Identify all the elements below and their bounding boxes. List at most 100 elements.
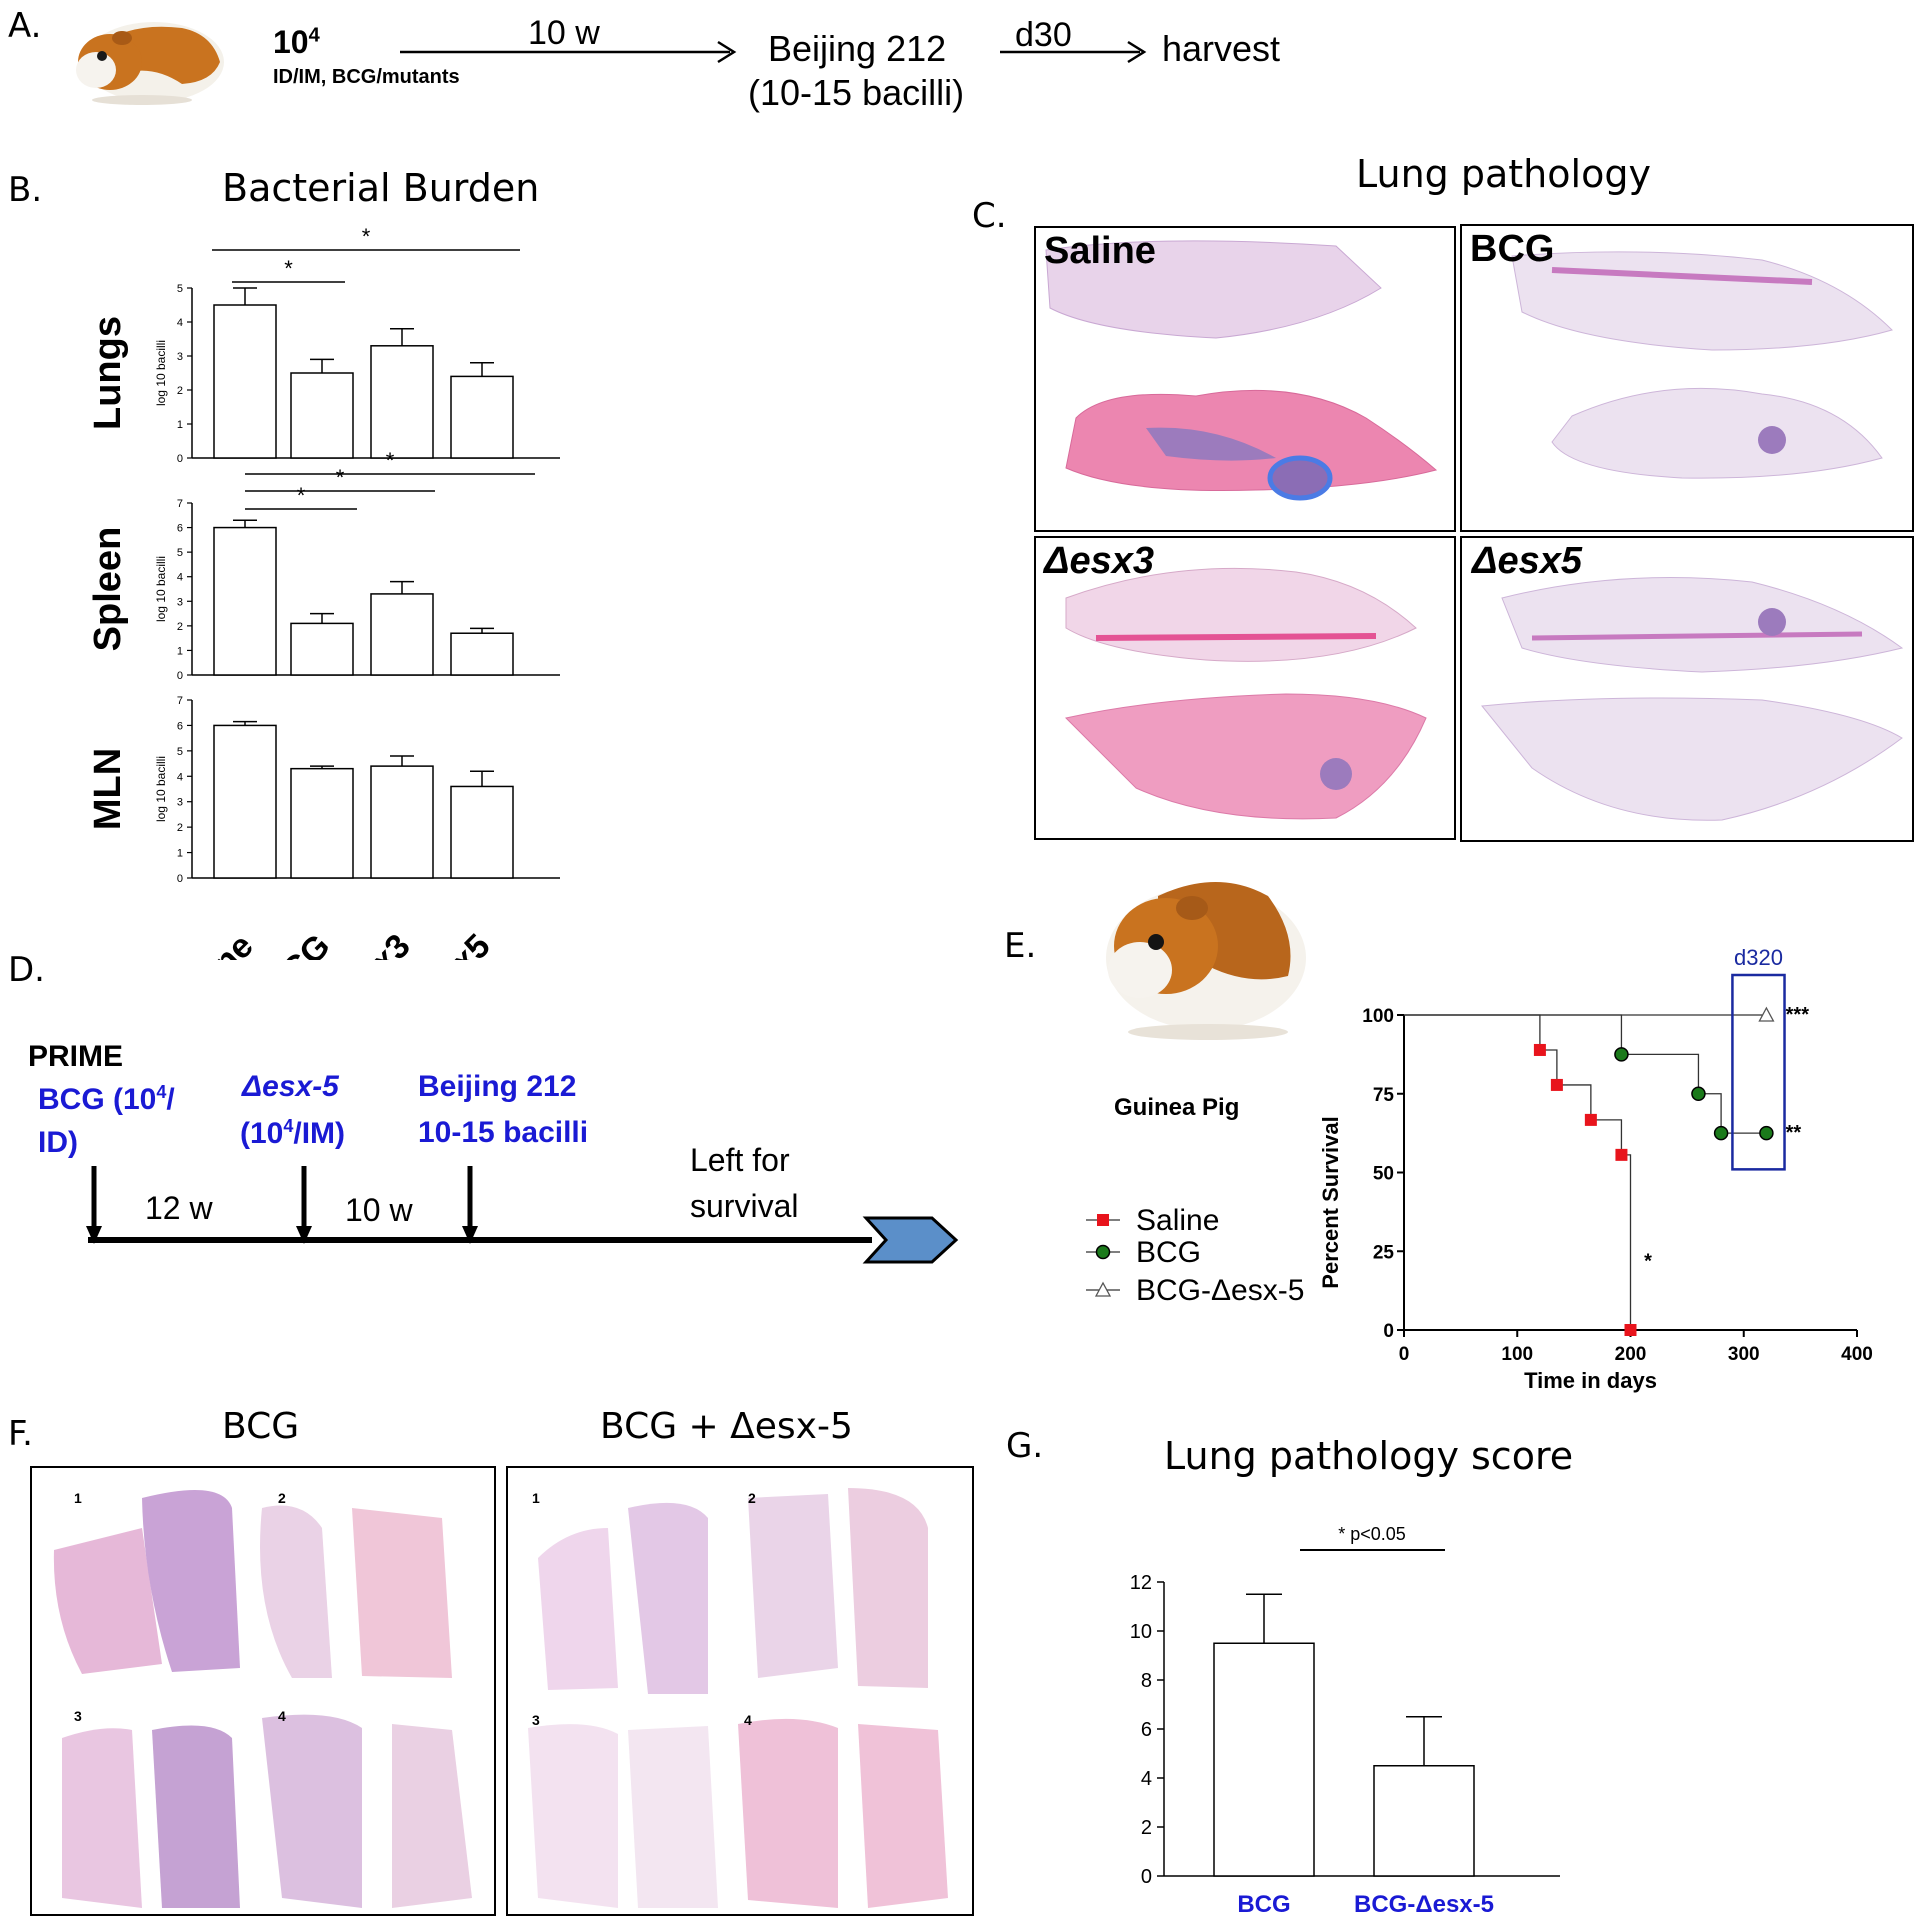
y-tick-label: 1 (177, 419, 183, 431)
legend-label-0: Saline (1136, 1204, 1219, 1237)
score-bar-0 (1213, 1642, 1315, 1877)
group-label-bcg: BCG (1470, 228, 1555, 270)
x-tick-label: 300 (1728, 1344, 1760, 1365)
d320-box (1731, 973, 1786, 1171)
organ-label-spleen: Spleen (87, 527, 129, 652)
histology-bcg: BCG (1460, 224, 1914, 532)
bar-0-1 (290, 372, 354, 459)
bar-1-0 (213, 526, 277, 676)
y-tick-label: 4 (177, 771, 183, 783)
desx5-marker (1758, 1006, 1775, 1022)
organ-label-mln: MLN (87, 748, 129, 830)
sig-text: * p<0.05 (1338, 1524, 1406, 1544)
y-tick-label: 0 (1141, 1866, 1152, 1888)
group-label-desx3: Δesx3 (1044, 540, 1155, 582)
y-tick-label: 3 (177, 351, 183, 363)
panel-f-label: F. (8, 1414, 33, 1454)
legend-label-1: BCG (1136, 1236, 1201, 1269)
dose-base: 10 (273, 24, 309, 60)
dose-label: 104 (273, 24, 320, 61)
bcg-prime-slash: / (166, 1083, 175, 1116)
bar-2-0 (213, 724, 277, 879)
panel-d-timeline (86, 1166, 959, 1264)
timeline-end-arrow (862, 1216, 959, 1264)
d320-label: d320 (1734, 945, 1783, 970)
section-num-3b: 3 (532, 1712, 540, 1728)
y-tick-label: 12 (1130, 1572, 1152, 1594)
interval-10w: 10 w (528, 14, 600, 52)
left-for-survival-2: survival (690, 1188, 799, 1224)
bar-0-2 (370, 345, 434, 459)
arrow-head-1 (717, 40, 737, 64)
y-tick-label: 3 (177, 596, 183, 608)
y-tick-label: 6 (177, 523, 183, 535)
y-tick-label: 1 (177, 645, 183, 657)
saline-marker (1615, 1148, 1628, 1161)
bar-0-3 (450, 375, 514, 459)
y-tick-label: 0 (177, 453, 183, 465)
histology-desx5: Δesx5 (1460, 536, 1914, 842)
spleen-sig-desx3-star: * (336, 465, 345, 490)
section-num-2b: 2 (748, 1490, 756, 1506)
section-num-2: 2 (278, 1490, 286, 1506)
panel-f-left-title: BCG (222, 1406, 300, 1447)
panel-a-timeline (400, 40, 1147, 64)
bar-2-1 (290, 767, 354, 879)
bcg-prime-line1: BCG (104/ (38, 1082, 175, 1117)
y-axis-title: Percent Survival (1318, 1116, 1343, 1288)
saline-marker (1533, 1043, 1546, 1056)
organ-label-lungs: Lungs (87, 316, 129, 430)
prime-label: PRIME (28, 1040, 124, 1073)
y-tick-label: 5 (177, 547, 183, 559)
panel-c-title: Lung pathology (1356, 152, 1651, 196)
guinea-pig-image-e (1088, 846, 1318, 1046)
endpoint-harvest: harvest (1162, 28, 1281, 69)
pathology-score-chart: 0 2 4 6 8 10 12 Mean Rank Score BCG BCG-Δesx-5 * p… (1110, 1524, 1560, 1918)
histology-f-bcg: 1 2 3 4 (30, 1466, 496, 1916)
x-axis-title: Time in days (1524, 1368, 1657, 1393)
group-label-saline: Saline (1044, 230, 1156, 272)
x-tick-label: 400 (1841, 1344, 1873, 1365)
sig-saline: * (1644, 1250, 1652, 1272)
section-num-4b: 4 (744, 1712, 752, 1728)
bar-0-0 (213, 304, 277, 459)
histology-desx3: Δesx3 (1034, 536, 1456, 840)
y-tick-label: 6 (177, 720, 183, 732)
x-tick-label: 0 (1399, 1344, 1410, 1365)
legend-label-2: BCG-Δesx-5 (1136, 1274, 1304, 1307)
interval-d30: d30 (1015, 16, 1072, 54)
interval-10w-d: 10 w (345, 1192, 413, 1228)
y-tick-label: 25 (1373, 1242, 1395, 1263)
section-num-4: 4 (278, 1708, 286, 1724)
bar-1-1 (290, 622, 354, 676)
lungs-sig-desx5-star: * (362, 224, 371, 249)
challenge-line1-d: Beijing 212 (418, 1070, 577, 1103)
panel-b-title: Bacterial Burden (222, 166, 540, 210)
y-axis-label: log 10 bacilli (154, 556, 168, 622)
y-tick-label: 4 (177, 317, 183, 329)
y-tick-label: 0 (177, 873, 183, 885)
category-label-1: BCG-Δesx-5 (1354, 1891, 1494, 1918)
sig-bcg: ** (1786, 1122, 1802, 1144)
legend-marker-bcg (1095, 1244, 1111, 1260)
y-tick-label: 8 (1141, 1670, 1152, 1692)
survival-chart: 0 25 50 75 100 0 100 200 300 400 Time in days Perce… (1086, 945, 1873, 1393)
guinea-pig-image-a (62, 4, 232, 108)
saline-marker (1624, 1324, 1637, 1336)
histology-saline: Saline (1034, 226, 1456, 532)
y-tick-label: 4 (177, 572, 183, 584)
y-tick-label: 5 (177, 283, 183, 295)
arrow-head-2 (1127, 40, 1147, 64)
y-tick-label: 3 (177, 797, 183, 809)
boost-dose: (10 (240, 1117, 284, 1150)
y-axis-label: log 10 bacilli (154, 756, 168, 822)
y-tick-label: 5 (177, 746, 183, 758)
panel-c-label: C. (972, 196, 1007, 236)
saline-marker (1584, 1113, 1597, 1126)
y-tick-label: 2 (1141, 1817, 1152, 1839)
section-num-3: 3 (74, 1708, 82, 1724)
challenge-line2-d: 10-15 bacilli (418, 1116, 589, 1149)
boost-route: /IM) (293, 1117, 346, 1150)
y-tick-label: 7 (177, 498, 183, 510)
